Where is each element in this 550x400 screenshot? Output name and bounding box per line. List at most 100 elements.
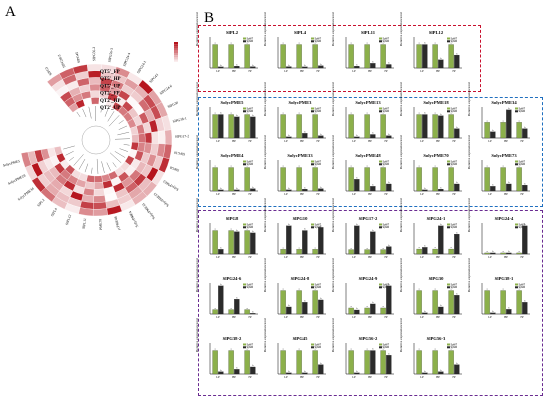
bar [432,114,438,139]
bar [506,183,512,192]
x-tick-label: FP [248,376,252,379]
significance-letter: a [451,288,453,291]
x-tick-label: FP [316,140,320,143]
significance-letter: a [351,42,353,45]
svg-text:SpSM: SpSM [315,286,322,289]
chart-axes [277,37,326,69]
bar [312,167,318,192]
bar [432,350,438,375]
heatmap-cell [93,195,106,203]
bar [380,249,386,255]
x-tick-label: HP [232,256,236,259]
significance-letter: b [524,182,526,185]
chart-title: SlPL2 [226,30,238,35]
x-tick-label: LP [420,140,424,143]
heatmap-ring-label: QT5'_FP [100,70,120,75]
color-scale-step [174,50,178,53]
significance-letter: a [519,250,521,253]
y-axis-label: Relative expression level [467,197,471,232]
bar-chart-solycpme70: SolycPME70 Relative expression level SpWT S… [399,135,464,199]
bar [234,116,240,139]
chart-title: SolycPME13 [355,100,381,105]
heatmap-cell [131,134,139,143]
bar-chart-solycpme13: SolycPME13 Relative expression level SpWT S… [331,82,396,146]
bar [286,136,292,139]
x-tick-label: HP [300,376,304,379]
heatmap-cell [94,175,103,183]
heatmap-gene-label: SolycPME48 [114,216,123,230]
svg-text:SpSM: SpSM [383,110,390,113]
significance-letter: a [283,42,285,45]
significance-letter: a [367,42,369,45]
x-tick-label: LP [488,256,492,259]
significance-letter: a [247,348,249,351]
bar [218,66,224,69]
x-tick-label: FP [248,193,252,196]
svg-text:SpWT: SpWT [247,283,254,286]
bar-chart-slpg38-2: SlPG38-2 Relative expression level SpWT SpS… [195,318,260,382]
significance-letter: b [440,223,442,226]
y-axis-label: Relative expression level [331,11,335,46]
chart-title: SolycPME34 [491,100,517,105]
svg-text:SpSM: SpSM [247,110,254,113]
svg-text:SpWT: SpWT [247,37,254,40]
heatmap-cell [84,181,95,190]
significance-letter: a [299,348,301,351]
x-tick-label: FP [452,256,456,259]
bar [250,232,256,255]
significance-letter: a [367,112,369,115]
y-axis-label: Relative expression level [331,257,335,292]
y-axis-label: Relative expression level [263,317,267,352]
bar [500,252,506,255]
heatmap-ring-label: QT5'_HP [100,77,121,82]
svg-text:SpWT: SpWT [451,37,458,40]
bar-chart-slpg56-2: SlPG56-2 Relative expression level SpWT SpS… [331,318,396,382]
heatmap-cell [93,181,104,190]
bar [228,309,234,315]
y-axis-label: Relative expression level [263,81,267,116]
x-tick-label: HP [232,140,236,143]
heatmap-cell [93,201,107,210]
svg-text:SpWT: SpWT [451,223,458,226]
chart-axes [277,223,326,255]
bar [438,306,444,315]
bar [296,44,302,69]
significance-letter: a [351,305,353,308]
bar [416,290,422,315]
x-tick-label: LP [352,140,356,143]
bar [218,285,224,315]
x-tick-label: HP [232,70,236,73]
significance-letter: b [372,348,374,351]
bar [354,179,360,192]
bar [422,44,428,69]
significance-letter: b [524,223,526,226]
x-tick-label: LP [352,316,356,319]
bar [348,167,354,192]
svg-text:SpWT: SpWT [247,107,254,110]
heatmap-gene-label: SlPG8 [169,165,179,172]
bar [484,167,490,192]
significance-letter: a [451,112,453,115]
heatmap-gene-label: SlPG56-3 [108,48,114,63]
bar [250,66,256,69]
significance-letter: b [304,370,306,373]
x-tick-label: FP [316,376,320,379]
bar [354,372,360,375]
bar-chart-slpl2: SlPL2 Relative expression level SpWT SpSM a b… [195,12,260,76]
chart-axes [413,343,462,375]
bar [244,350,250,375]
x-tick-label: LP [216,140,220,143]
bar-chart-slpl12: SlPL12 Relative expression level SpWT SpSM a… [399,12,464,76]
bar [280,290,286,315]
bar [312,44,318,69]
svg-text:SpWT: SpWT [519,160,526,163]
bar [490,131,496,139]
